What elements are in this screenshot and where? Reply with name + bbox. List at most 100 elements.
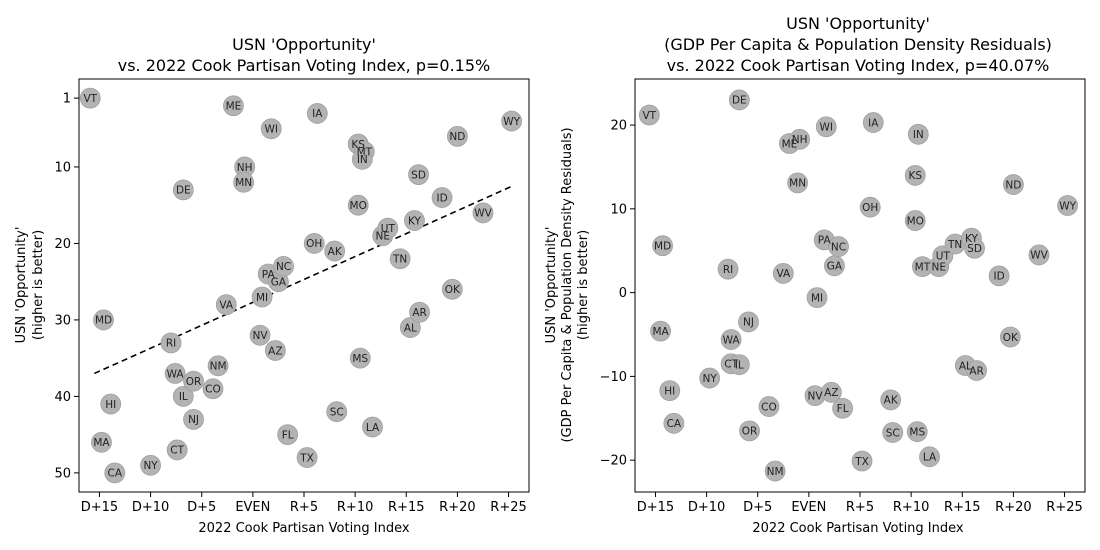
data-point	[728, 354, 750, 376]
data-point	[303, 233, 325, 254]
data-point	[223, 95, 244, 117]
point-label: ME	[782, 138, 798, 150]
data-point	[828, 236, 849, 257]
point-label: FL	[282, 429, 294, 441]
data-point	[880, 389, 902, 411]
data-point	[273, 255, 294, 277]
point-label: GA	[271, 276, 287, 288]
data-point	[789, 128, 811, 150]
point-label: IA	[312, 108, 323, 120]
data-point	[638, 104, 660, 126]
y-tick-label: 30	[54, 313, 71, 328]
x-axis: D+15 D+10 D+5 EVEN R+5 R+10 R+15 R+20 R+25	[81, 492, 527, 515]
x-tick-label: D+5	[743, 500, 772, 515]
point-label: MN	[789, 178, 806, 190]
point-label: TX	[854, 456, 869, 468]
chart-title-line: vs. 2022 Cook Partisan Voting Index, p=4…	[667, 56, 1050, 75]
point-label: LA	[366, 422, 380, 434]
x-tick-label: R+15	[944, 500, 980, 515]
point-label: MD	[654, 241, 671, 253]
point-label: ND	[1005, 179, 1021, 191]
data-point	[787, 172, 809, 194]
point-label: NE	[932, 261, 947, 273]
point-label: MA	[652, 326, 669, 338]
x-axis-label: 2022 Cook Partisan Voting Index	[198, 521, 410, 536]
data-point	[351, 148, 373, 170]
y-tick-label: −20	[600, 454, 627, 469]
y-tick-label: 10	[610, 202, 627, 217]
point-label: KS	[908, 170, 922, 182]
point-label: KY	[965, 233, 979, 245]
data-point	[166, 439, 188, 461]
data-point	[806, 287, 828, 309]
point-label: VA	[219, 299, 234, 311]
data-point	[988, 265, 1010, 287]
data-point	[264, 340, 286, 361]
data-point	[100, 393, 122, 415]
data-point	[160, 332, 182, 354]
x-tick-label: R+25	[1046, 500, 1082, 515]
data-point	[362, 416, 383, 438]
y-tick-label: 0	[619, 286, 627, 301]
point-label: AK	[884, 395, 899, 407]
y-axis: 1 10 20 30 40 50	[54, 92, 79, 481]
data-point	[441, 278, 463, 300]
data-point	[172, 385, 194, 407]
point-label: CA	[108, 468, 123, 480]
y-tick-label: 20	[610, 119, 627, 134]
x-tick-label: D+5	[187, 500, 216, 515]
point-label: CT	[170, 445, 184, 457]
data-point	[389, 248, 411, 270]
trend-line	[94, 186, 511, 375]
data-point	[349, 347, 371, 369]
point-label: OR	[742, 426, 758, 438]
data-point	[93, 309, 114, 331]
point-label: UT	[381, 223, 396, 235]
chart-panel-right: USN 'Opportunity' (GDP Per Capita & Popu…	[544, 14, 1086, 536]
point-label: AZ	[268, 345, 282, 357]
data-point	[164, 363, 186, 384]
point-label: HI	[664, 385, 675, 397]
point-label: TN	[392, 254, 407, 266]
x-tick-label: R+5	[846, 500, 874, 515]
point-label: ID	[993, 271, 1004, 283]
data-point	[720, 329, 742, 350]
point-label: NM	[210, 361, 227, 373]
x-tick-label: EVEN	[791, 500, 826, 515]
y-tick-label: 50	[54, 466, 71, 481]
point-label: MS	[909, 426, 925, 438]
data-point	[964, 237, 985, 259]
y-tick-label: 10	[54, 160, 71, 175]
point-label: KY	[408, 215, 422, 227]
data-point	[326, 401, 348, 423]
data-point	[739, 420, 760, 442]
point-label: WV	[1030, 250, 1048, 262]
point-label: OH	[306, 238, 322, 250]
point-label: CO	[761, 401, 777, 413]
data-point	[324, 240, 346, 262]
data-point	[104, 462, 126, 484]
x-tick-label: D+15	[637, 500, 674, 515]
data-point	[906, 421, 928, 443]
point-label: RI	[166, 338, 176, 350]
point-label: HI	[105, 399, 116, 411]
data-point	[738, 311, 759, 333]
point-label: TX	[299, 452, 314, 464]
chart-title-line: USN 'Opportunity'	[786, 14, 930, 33]
point-label: AR	[969, 365, 983, 377]
data-point	[260, 118, 282, 140]
point-label: IA	[868, 117, 879, 129]
point-label: OH	[862, 202, 878, 214]
point-label: NH	[237, 162, 253, 174]
data-point	[652, 235, 674, 257]
point-label: GA	[827, 261, 843, 273]
point-label: MO	[907, 215, 924, 227]
point-label: KS	[351, 139, 365, 151]
point-label: CO	[205, 384, 221, 396]
data-point	[91, 431, 112, 453]
data-point	[249, 324, 271, 346]
data-point	[296, 447, 318, 468]
y-tick-label: 40	[54, 390, 71, 405]
data-point	[904, 210, 926, 231]
data-point	[306, 103, 328, 124]
